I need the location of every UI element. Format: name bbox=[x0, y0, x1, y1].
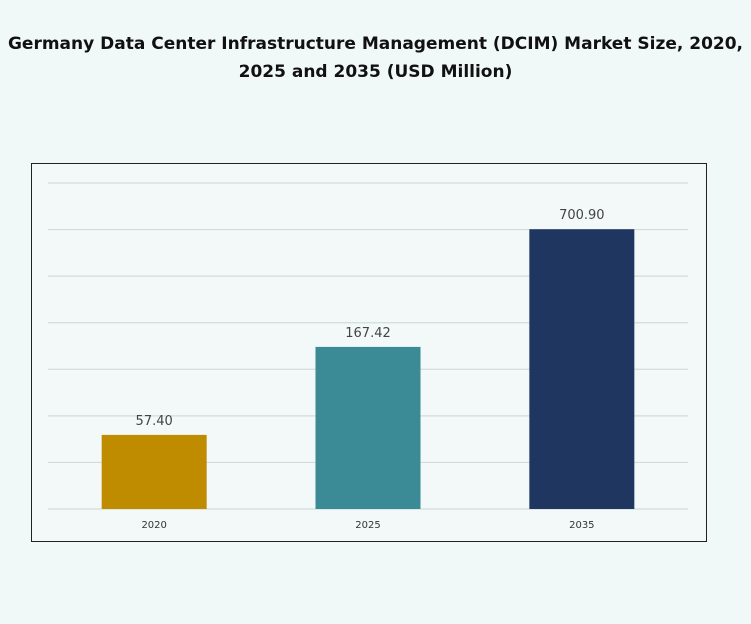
x-tick-label-2020: 2020 bbox=[141, 520, 166, 531]
bar-2035 bbox=[529, 229, 635, 509]
chart-title-line-1: Germany Data Center Infrastructure Manag… bbox=[7, 34, 744, 54]
x-tick-label-2035: 2035 bbox=[569, 520, 594, 531]
chart-title: Germany Data Center Infrastructure Manag… bbox=[0, 30, 751, 86]
data-label-2020: 57.40 bbox=[136, 414, 173, 429]
data-label-2025: 167.42 bbox=[345, 326, 391, 341]
bar-2020 bbox=[101, 434, 207, 509]
data-label-2035: 700.90 bbox=[559, 208, 605, 223]
chart-title-line-2: 2025 and 2035 (USD Million) bbox=[238, 62, 513, 82]
x-tick-label-2025: 2025 bbox=[355, 520, 380, 531]
bar-2025 bbox=[315, 346, 421, 509]
